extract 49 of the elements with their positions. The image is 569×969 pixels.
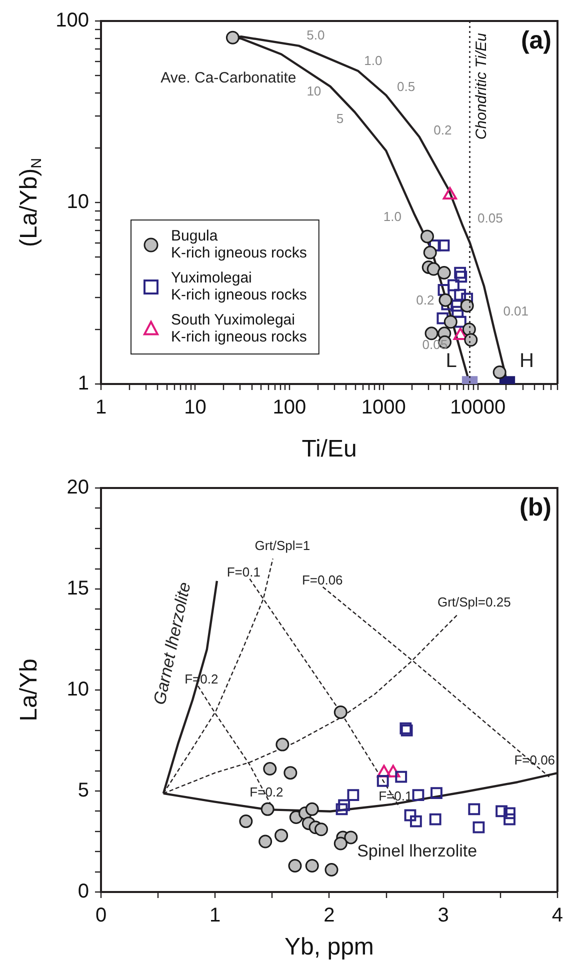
annotation: F=0.06 (514, 752, 556, 768)
annotation: F=0.2 (250, 784, 284, 800)
annotation: Ave. Ca-Carbonatite (160, 69, 296, 86)
y-tick-label: 1 (78, 372, 89, 395)
annotation: (a) (520, 26, 552, 54)
y-tick-label: 15 (66, 578, 89, 600)
annotation: Grt/Spl=1 (254, 538, 310, 554)
annotation: 0.2 (434, 122, 452, 138)
annotation: 0.2 (416, 292, 434, 308)
annotation: Grt/Spl=0.25 (437, 594, 511, 610)
y-tick-label: 5 (78, 780, 89, 802)
annotation: F=0.1 (226, 564, 260, 580)
y-axis-title: (La/Yb)N (16, 158, 46, 248)
annotation: L (446, 350, 457, 372)
y-tick-label: 10 (66, 191, 89, 214)
y-tick-label: 20 (66, 476, 89, 499)
annotation: 5.0 (306, 27, 325, 42)
annotation: F=0.06 (302, 572, 343, 588)
x-tick-label: 10 (184, 396, 206, 419)
y-tick-label: 0 (78, 880, 89, 903)
x-tick-label: 100 (272, 396, 306, 419)
annotation: 5 (336, 111, 344, 126)
x-tick-label: 10000 (450, 396, 506, 419)
ref-line-label: Chondritic Ti/Eu (472, 32, 490, 140)
annotation: Spinel lherzolite (357, 841, 478, 860)
annotation: H (520, 350, 534, 372)
x-tick-label: 0 (95, 904, 107, 927)
x-tick-label: 4 (552, 904, 563, 927)
x-tick-label: 1 (95, 396, 107, 419)
annotation: 1.0 (383, 208, 402, 224)
x-axis-title: Ti/Eu (302, 436, 357, 463)
x-tick-label: 2 (324, 904, 335, 927)
annotation: 0.5 (397, 79, 416, 94)
y-tick-label: 100 (56, 10, 89, 32)
x-tick-label: 3 (438, 904, 449, 927)
legend-label: South Yuximolegai K-rich igneous rocks (171, 312, 307, 346)
annotation: 1.0 (364, 52, 382, 68)
annotation: F=0.1 (378, 788, 412, 804)
y-axis-title: La/Yb (16, 658, 43, 722)
legend-label: Yuximolegai K-rich igneous rocks (171, 270, 307, 304)
x-tick-label: 1 (210, 904, 221, 927)
x-axis-title: Yb, ppm (284, 934, 374, 961)
legend-label: Bugula K-rich igneous rocks (171, 228, 307, 262)
x-tick-label: 1000 (361, 396, 406, 419)
annotation: 10 (306, 83, 322, 98)
y-tick-label: 10 (66, 678, 89, 701)
annotation: (b) (520, 493, 552, 522)
annotation: 0.01 (503, 303, 529, 318)
annotation: 0.05 (478, 210, 503, 226)
